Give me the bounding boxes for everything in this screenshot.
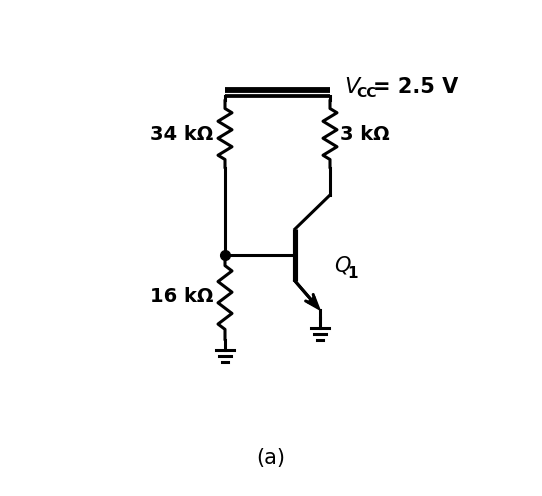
Text: (a): (a)	[256, 448, 286, 468]
Text: = 2.5 V: = 2.5 V	[373, 77, 458, 97]
Text: 3 kΩ: 3 kΩ	[340, 124, 390, 143]
Text: $\it{Q}$: $\it{Q}$	[334, 254, 352, 276]
Polygon shape	[307, 296, 320, 310]
Text: 34 kΩ: 34 kΩ	[150, 124, 213, 143]
Text: $\it{V}$: $\it{V}$	[344, 77, 363, 97]
Text: 16 kΩ: 16 kΩ	[150, 288, 213, 307]
Text: 1: 1	[347, 265, 358, 281]
Text: CC: CC	[356, 86, 377, 100]
